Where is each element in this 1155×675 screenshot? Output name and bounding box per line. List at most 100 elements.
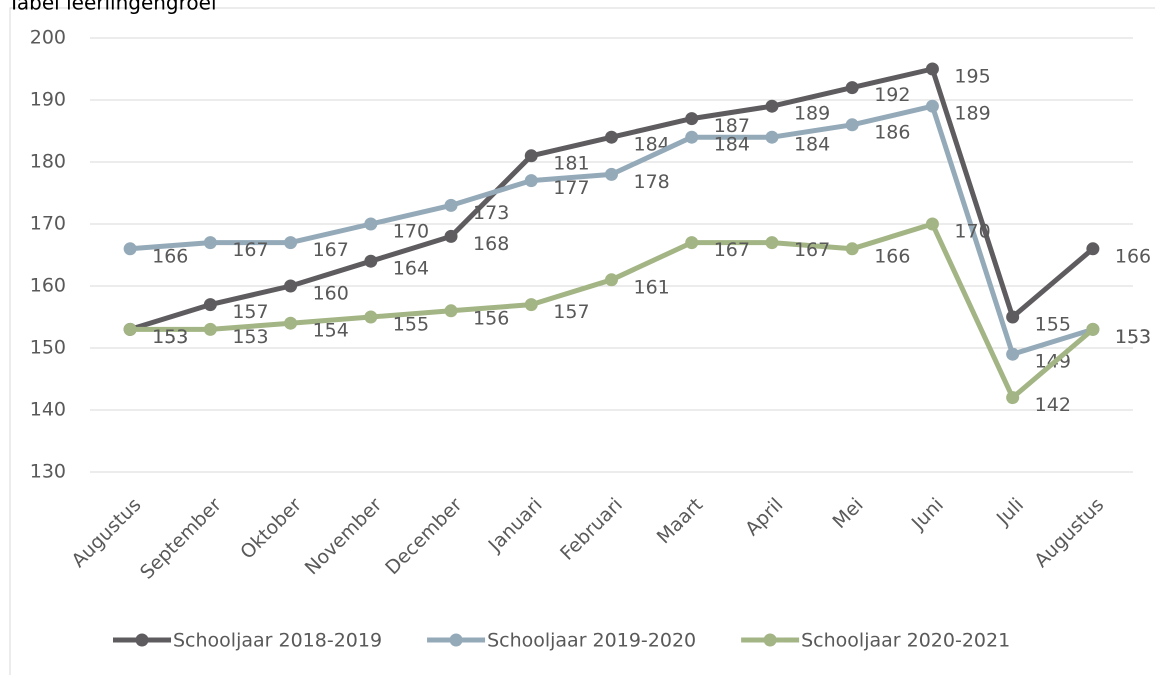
y-tick-label: 200: [30, 27, 66, 49]
data-point: [845, 118, 859, 132]
y-tick-label: 140: [30, 399, 66, 421]
data-point: [605, 273, 618, 287]
data-point: [524, 298, 538, 312]
y-tick-label: 130: [30, 461, 66, 483]
x-tick-label: Juli: [992, 494, 1028, 530]
data-point: [685, 130, 699, 144]
legend-marker: [449, 633, 463, 647]
data-label: 187: [714, 115, 750, 137]
data-label: 167: [714, 239, 750, 261]
x-tick-label: Februari: [556, 494, 627, 565]
data-point: [925, 62, 939, 76]
data-label: 186: [874, 121, 910, 143]
data-label: 164: [393, 258, 429, 280]
data-point: [685, 236, 699, 250]
data-point: [203, 322, 217, 336]
data-point: [1086, 322, 1100, 336]
data-point: [925, 217, 939, 231]
data-point: [845, 81, 859, 95]
data-point: [765, 236, 779, 250]
data-point: [444, 229, 458, 243]
data-label: 189: [794, 103, 830, 125]
data-point: [284, 316, 298, 330]
data-label: 157: [232, 301, 268, 323]
data-label: 167: [794, 239, 830, 261]
x-tick-label: December: [381, 494, 466, 579]
data-point: [444, 198, 458, 212]
data-point: [364, 217, 378, 231]
data-label: 153: [232, 326, 268, 348]
legend-marker: [135, 633, 149, 647]
x-tick-label: Augustus: [67, 494, 145, 572]
data-label: 177: [553, 177, 589, 199]
y-tick-label: 160: [30, 275, 66, 297]
legend-label: Schooljaar 2019-2020: [487, 630, 696, 652]
data-label: 166: [1115, 245, 1151, 267]
data-point: [123, 242, 137, 256]
data-point: [765, 99, 779, 113]
data-label: 160: [313, 283, 349, 305]
chart-title: Tabel leerlingengroei: [7, 0, 217, 15]
data-label: 178: [634, 171, 670, 193]
data-point: [1006, 310, 1020, 324]
data-point: [364, 254, 378, 268]
y-tick-label: 170: [30, 213, 66, 235]
y-tick-label: 190: [30, 89, 66, 111]
data-point: [123, 322, 137, 336]
data-label: 155: [393, 314, 429, 336]
data-point: [1006, 391, 1020, 405]
legend-label: Schooljaar 2018-2019: [173, 630, 382, 652]
data-label: 192: [874, 84, 910, 106]
data-label: 184: [794, 134, 830, 156]
series-line: [130, 221, 1095, 401]
data-point: [605, 167, 618, 181]
data-label: 153: [1115, 326, 1151, 348]
data-point: [364, 310, 378, 324]
data-point: [284, 236, 298, 250]
data-label: 170: [393, 221, 429, 243]
legend-marker: [763, 633, 777, 647]
data-point: [203, 236, 217, 250]
data-point: [444, 304, 458, 318]
data-point: [524, 149, 538, 163]
data-point: [284, 279, 298, 293]
y-tick-label: 150: [30, 337, 66, 359]
data-label: 157: [553, 301, 589, 323]
series-line: [129, 66, 1095, 332]
data-label: 195: [954, 66, 990, 88]
data-label: 168: [473, 233, 509, 255]
data-label: 154: [313, 320, 349, 342]
x-tick-label: Juni: [907, 494, 948, 535]
x-tick-label: Mei: [828, 494, 867, 533]
data-label: 153: [152, 326, 188, 348]
data-point: [524, 174, 538, 188]
data-point: [765, 130, 779, 144]
data-label: 181: [553, 152, 589, 174]
data-point: [1006, 347, 1020, 361]
data-label: 166: [152, 245, 188, 267]
data-label: 166: [874, 245, 910, 267]
data-point: [685, 112, 699, 126]
data-label: 161: [634, 276, 670, 298]
x-tick-label: November: [301, 494, 387, 580]
data-label: 184: [714, 134, 750, 156]
x-tick-label: April: [741, 494, 787, 540]
data-label: 167: [313, 239, 349, 261]
x-tick-label: Januari: [484, 494, 547, 557]
x-tick-label: Oktober: [236, 494, 306, 564]
data-point: [1086, 242, 1100, 256]
data-label: 153: [1115, 326, 1151, 348]
chart-frame: [9, 7, 1155, 675]
data-label: 167: [232, 239, 268, 261]
data-point: [925, 99, 939, 113]
x-tick-label: September: [136, 494, 226, 584]
data-label: 155: [1035, 314, 1071, 336]
legend-label: Schooljaar 2020-2021: [801, 630, 1010, 652]
data-point: [203, 298, 217, 312]
data-point: [605, 130, 618, 144]
x-tick-label: Augustus: [1030, 494, 1108, 572]
data-point: [845, 242, 859, 256]
data-label: 189: [954, 103, 990, 125]
data-label: 156: [473, 307, 509, 329]
